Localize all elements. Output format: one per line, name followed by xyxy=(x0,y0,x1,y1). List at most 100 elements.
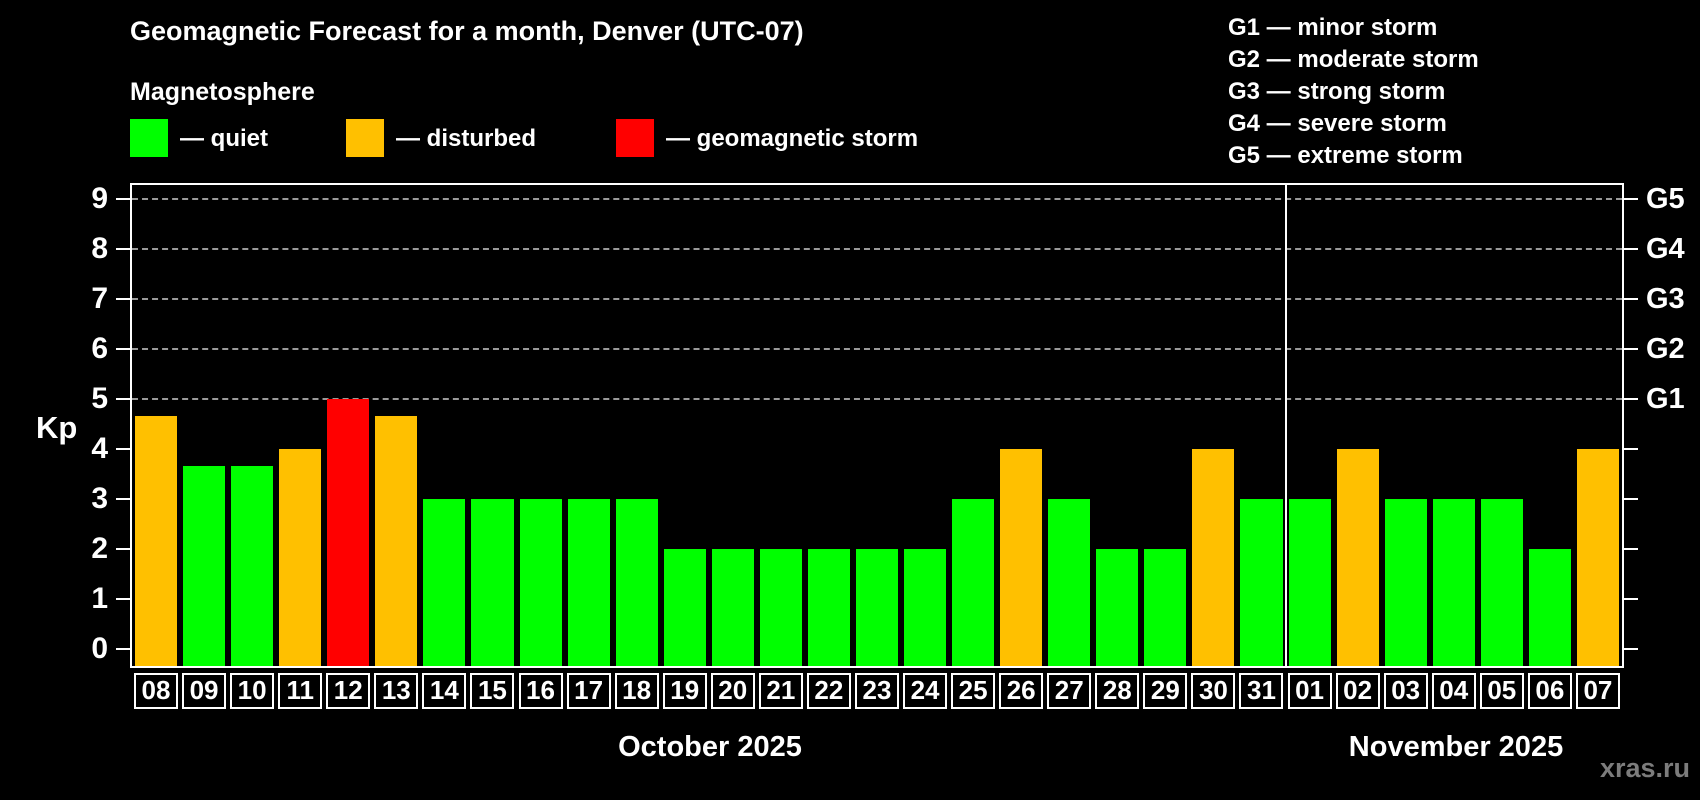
kp-bar-13 xyxy=(375,415,418,666)
g-legend-line-g4: G4 — severe storm xyxy=(1228,110,1447,137)
right-tick-1 xyxy=(1624,598,1638,600)
y-tick-9 xyxy=(116,198,130,200)
kp-bar-11 xyxy=(279,449,322,666)
kp-bar-30 xyxy=(1192,449,1235,666)
y-tick-3 xyxy=(116,498,130,500)
y-tick-label-4: 4 xyxy=(91,432,108,465)
gridline-kp5 xyxy=(132,398,1622,400)
kp-bar-10 xyxy=(231,465,274,666)
date-box-02: 02 xyxy=(1335,673,1380,709)
date-box-04: 04 xyxy=(1431,673,1476,709)
kp-bar-18 xyxy=(615,499,658,666)
date-box-25: 25 xyxy=(951,673,996,709)
kp-bar-05 xyxy=(1480,499,1523,666)
kp-bar-28 xyxy=(1096,549,1139,666)
right-tick-9 xyxy=(1624,198,1638,200)
y-tick-label-1: 1 xyxy=(91,582,108,615)
kp-bar-29 xyxy=(1144,549,1187,666)
date-box-06: 06 xyxy=(1527,673,1572,709)
kp-bar-23 xyxy=(855,549,899,666)
y-tick-label-6: 6 xyxy=(91,332,108,365)
storm-swatch-icon xyxy=(616,119,654,157)
right-tick-2 xyxy=(1624,548,1638,550)
date-box-18: 18 xyxy=(614,673,659,709)
gridline-kp7 xyxy=(132,298,1622,300)
date-box-05: 05 xyxy=(1479,673,1524,709)
date-box-13: 13 xyxy=(374,673,419,709)
kp-bar-24 xyxy=(904,549,947,666)
kp-bar-06 xyxy=(1528,549,1571,666)
kp-bar-03 xyxy=(1384,499,1427,666)
right-tick-3 xyxy=(1624,498,1638,500)
legend-label-quiet: — quiet xyxy=(180,125,268,152)
date-box-24: 24 xyxy=(903,673,948,709)
kp-bar-19 xyxy=(663,549,706,666)
date-box-10: 10 xyxy=(230,673,275,709)
y-tick-6 xyxy=(116,348,130,350)
date-box-19: 19 xyxy=(662,673,707,709)
plot-area xyxy=(130,183,1624,668)
right-tick-4 xyxy=(1624,448,1638,450)
date-box-14: 14 xyxy=(422,673,467,709)
date-box-31: 31 xyxy=(1239,673,1284,709)
date-box-30: 30 xyxy=(1191,673,1236,709)
date-box-09: 09 xyxy=(182,673,227,709)
kp-bar-26 xyxy=(1000,449,1043,666)
y-tick-5 xyxy=(116,398,130,400)
y-tick-label-0: 0 xyxy=(91,632,108,665)
date-box-03: 03 xyxy=(1383,673,1428,709)
y-tick-0 xyxy=(116,648,130,650)
kp-bar-16 xyxy=(519,499,562,666)
legend-label-disturbed: — disturbed xyxy=(396,125,537,152)
month-label-november: November 2025 xyxy=(1348,731,1564,763)
date-box-08: 08 xyxy=(134,673,178,709)
y-tick-8 xyxy=(116,248,130,250)
month-label-october: October 2025 xyxy=(618,731,802,763)
right-tick-0 xyxy=(1624,648,1638,650)
date-box-17: 17 xyxy=(566,673,611,709)
page-title: Geomagnetic Forecast for a month, Denver… xyxy=(130,16,804,46)
g-legend-line-g5: G5 — extreme storm xyxy=(1228,142,1463,169)
date-box-16: 16 xyxy=(518,673,563,709)
g-scale-legend: G1 — minor storm G2 — moderate storm G3 … xyxy=(1228,12,1479,172)
kp-bar-15 xyxy=(471,499,514,666)
kp-bar-12 xyxy=(327,399,370,666)
date-box-01: 01 xyxy=(1287,673,1332,709)
date-box-11: 11 xyxy=(278,673,323,709)
date-box-20: 20 xyxy=(710,673,755,709)
right-tick-6 xyxy=(1624,348,1638,350)
date-box-22: 22 xyxy=(806,673,851,709)
kp-bar-14 xyxy=(423,499,466,666)
y-tick-4 xyxy=(116,448,130,450)
gridline-kp8 xyxy=(132,248,1622,250)
right-axis-label-g4: G4 xyxy=(1646,233,1685,265)
kp-bar-02 xyxy=(1336,449,1379,666)
right-axis-label-g5: G5 xyxy=(1646,183,1685,215)
kp-bar-01 xyxy=(1288,499,1331,666)
y-tick-7 xyxy=(116,298,130,300)
kp-bar-20 xyxy=(711,549,754,666)
legend-label-storm: — geomagnetic storm xyxy=(666,125,919,152)
y-tick-label-8: 8 xyxy=(91,232,108,265)
kp-bar-08 xyxy=(135,415,178,666)
right-tick-5 xyxy=(1624,398,1638,400)
kp-bar-27 xyxy=(1048,499,1091,666)
date-box-27: 27 xyxy=(1047,673,1092,709)
disturbed-swatch-icon xyxy=(346,119,384,157)
kp-bar-21 xyxy=(759,549,802,666)
y-tick-1 xyxy=(116,598,130,600)
y-tick-label-9: 9 xyxy=(91,182,108,215)
g-legend-line-g3: G3 — strong storm xyxy=(1228,78,1446,105)
g-legend-line-g2: G2 — moderate storm xyxy=(1228,46,1479,73)
date-box-12: 12 xyxy=(326,673,371,709)
legend-title: Magnetosphere xyxy=(130,78,315,106)
y-tick-2 xyxy=(116,548,130,550)
kp-bar-04 xyxy=(1432,499,1475,666)
g-legend-line-g1: G1 — minor storm xyxy=(1228,14,1438,41)
right-axis-label-g2: G2 xyxy=(1646,333,1685,365)
date-box-21: 21 xyxy=(758,673,803,709)
y-tick-label-7: 7 xyxy=(91,282,108,315)
gridline-kp6 xyxy=(132,348,1622,350)
right-axis-label-g3: G3 xyxy=(1646,283,1685,315)
